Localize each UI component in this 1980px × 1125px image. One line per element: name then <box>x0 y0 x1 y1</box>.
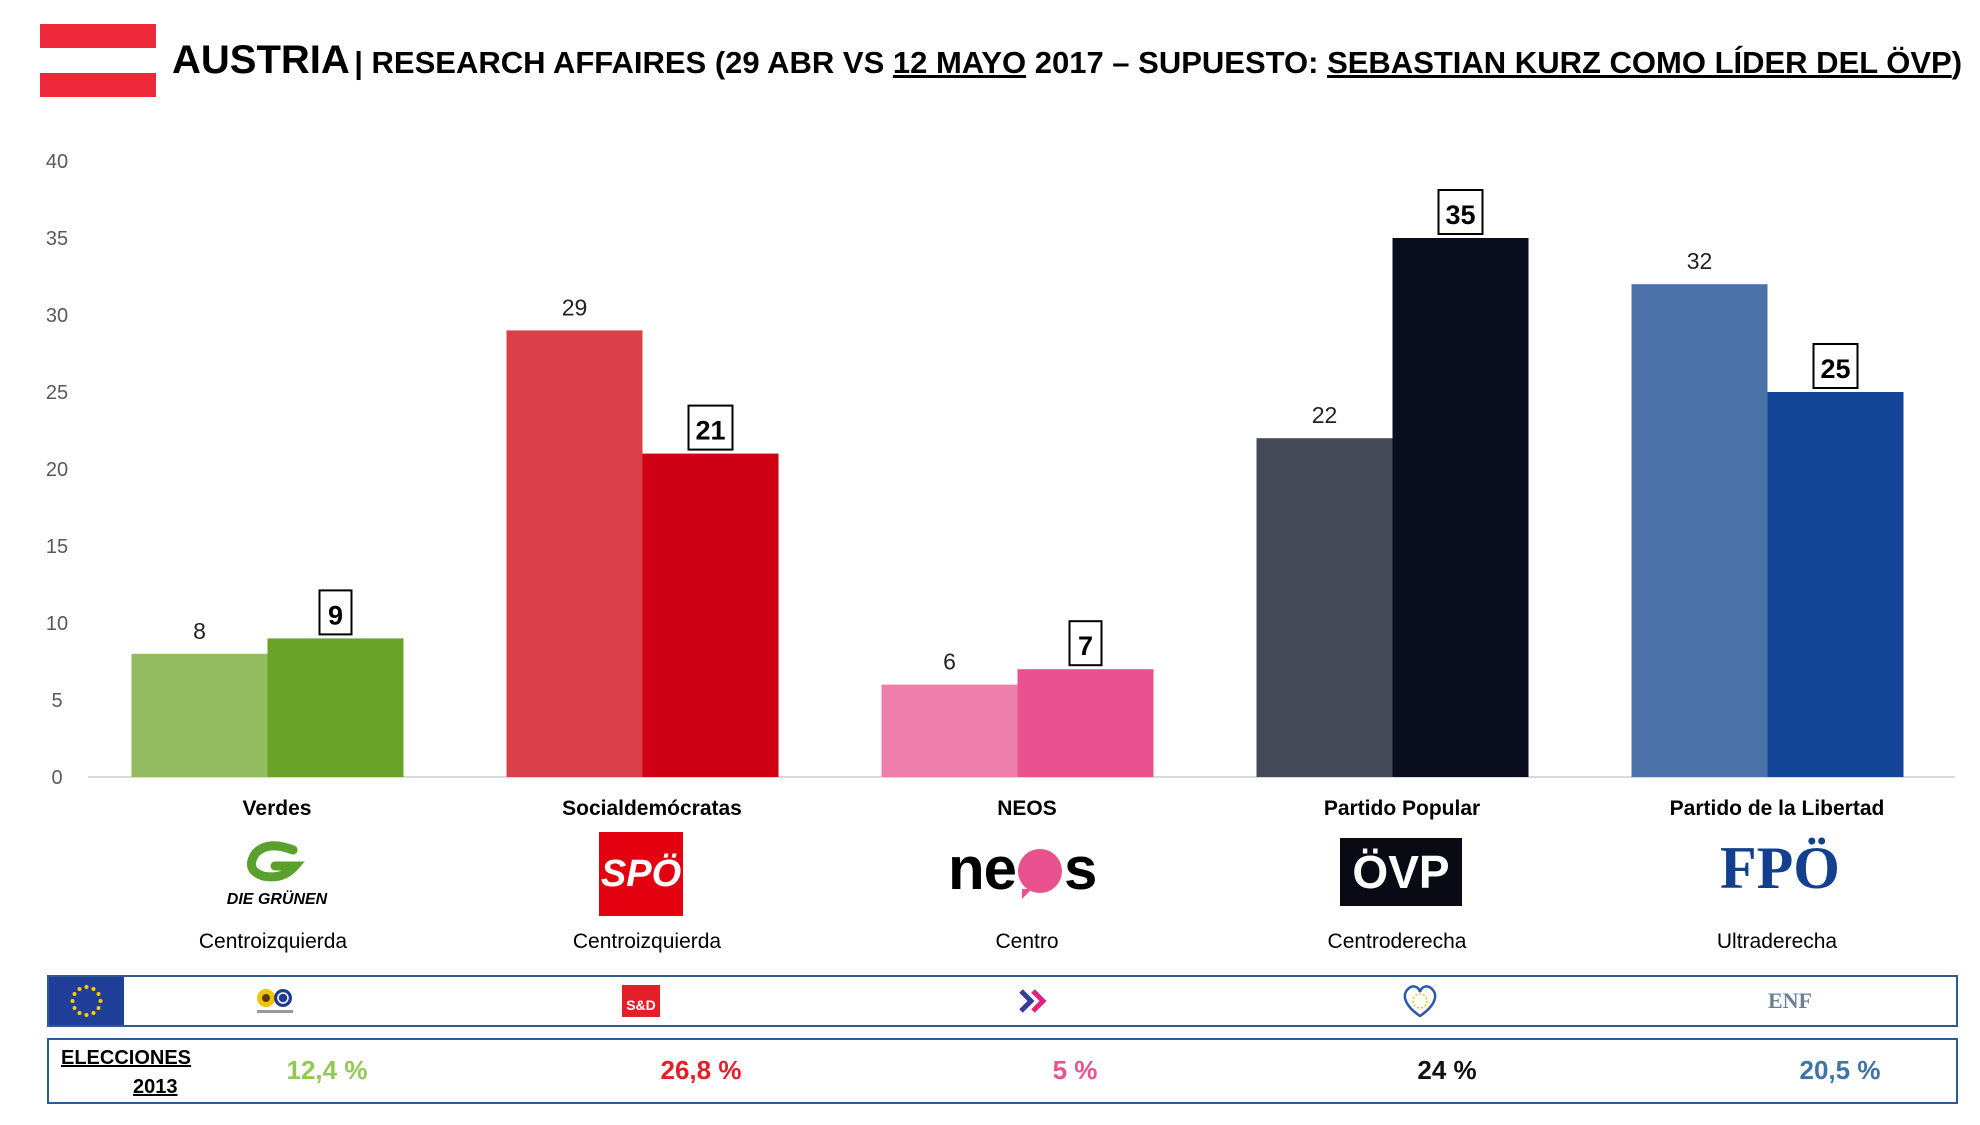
party-name-partido-popular: Partido Popular <box>1323 797 1481 820</box>
eu-flag-icon <box>49 977 124 1025</box>
bar <box>881 684 1018 777</box>
page-title: AUSTRIA | RESEARCH AFFAIRES (29 ABR VS 1… <box>172 38 1962 83</box>
result-2013-partido-popular: 24 % <box>1417 1055 1477 1085</box>
spoe-logo-text: SPÖ <box>600 852 682 895</box>
bar <box>1017 669 1154 777</box>
oevp-logo-text: ÖVP <box>1352 846 1450 898</box>
party-name-partido-libertad: Partido de la Libertad <box>1669 797 1885 820</box>
title-middle: 2017 – SUPUESTO: <box>1026 45 1328 80</box>
title-suffix: ) <box>1951 45 1963 80</box>
neos-logo: ne s <box>948 834 1128 902</box>
data-label: 22 <box>1312 402 1338 428</box>
bar <box>642 453 779 777</box>
neos-speech-bubble-icon <box>1018 849 1063 899</box>
neos-logo-text-b: s <box>1064 834 1098 902</box>
title-scenario: SEBASTIAN KURZ COMO LÍDER DEL ÖVP <box>1327 45 1952 80</box>
party-name-socialdemocratas: Socialdemócratas <box>562 797 742 820</box>
party-name-verdes: Verdes <box>242 797 312 820</box>
data-label-box <box>1812 343 1859 389</box>
result-2013-socialdemocratas: 26,8 % <box>660 1055 742 1085</box>
neos-logo-text-a: ne <box>948 834 1017 902</box>
elections-label: ELECCIONES 2013 <box>61 1044 191 1102</box>
bar <box>267 638 404 777</box>
eu-groups-row: S&D ENF <box>47 975 1958 1027</box>
data-label: 35 <box>1445 200 1475 230</box>
data-label-box <box>318 589 353 636</box>
data-label: 8 <box>193 618 206 644</box>
ideology-socialdemocratas: Centroizquierda <box>572 930 722 953</box>
y-tick-label: 35 <box>46 228 68 250</box>
result-2013-partido-libertad: 20,5 % <box>1799 1055 1881 1085</box>
result-2013-neos: 5 % <box>1052 1055 1098 1085</box>
data-label-box <box>1437 189 1484 235</box>
title-date: 12 MAYO <box>892 45 1027 80</box>
die-gruenen-logo: DIE GRÜNEN <box>197 838 357 908</box>
enf-text: ENF <box>1768 988 1812 1013</box>
y-tick-label: 30 <box>46 305 68 327</box>
y-tick-label: 15 <box>46 536 68 558</box>
title-country: AUSTRIA <box>172 38 350 82</box>
bar <box>506 330 643 777</box>
result-2013-verdes: 12,4 % <box>286 1055 368 1085</box>
spoe-logo: SPÖ <box>599 832 683 916</box>
ideology-partido-popular: Centroderecha <box>1327 930 1467 953</box>
fpoe-logo-text: FPÖ <box>1720 834 1840 901</box>
elections-2013-row: ELECCIONES 2013 12,4 % 26,8 % 5 % 24 % 2… <box>47 1038 1958 1104</box>
title-prefix: | RESEARCH AFFAIRES (29 ABR VS <box>354 45 893 80</box>
ideology-verdes: Centroizquierda <box>198 930 348 953</box>
elections-label-line2: 2013 <box>133 1076 178 1098</box>
s-and-d-icon: S&D <box>619 983 663 1019</box>
greens-efa-icon <box>245 983 305 1019</box>
data-label: 29 <box>562 294 588 320</box>
epp-icon <box>1395 983 1445 1019</box>
data-label-box <box>1068 620 1103 667</box>
party-name-neos: NEOS <box>997 797 1057 820</box>
die-gruenen-text: DIE GRÜNEN <box>226 891 328 908</box>
data-label-box <box>687 404 734 451</box>
die-gruenen-symbol-icon <box>246 841 305 882</box>
y-tick-label: 25 <box>46 382 68 404</box>
oevp-logo: ÖVP <box>1340 838 1462 906</box>
data-label: 9 <box>328 600 343 630</box>
data-label: 21 <box>695 416 725 446</box>
bar <box>1256 438 1393 777</box>
data-label: 7 <box>1078 631 1093 661</box>
data-label: 32 <box>1687 248 1713 274</box>
fpoe-logo: FPÖ <box>1700 834 1860 901</box>
alde-icon <box>1014 983 1058 1019</box>
austria-flag-icon <box>40 24 156 97</box>
bar <box>1392 238 1529 777</box>
y-tick-label: 20 <box>46 459 68 481</box>
bar <box>131 653 268 777</box>
ideology-neos: Centro <box>995 930 1059 953</box>
ideology-partido-libertad: Ultraderecha <box>1716 930 1838 953</box>
s-and-d-text: S&D <box>622 985 660 1017</box>
bar <box>1767 392 1904 777</box>
enf-icon: ENF <box>1750 983 1830 1019</box>
data-label: 6 <box>943 649 956 675</box>
y-tick-label: 0 <box>51 767 62 789</box>
elections-label-line1: ELECCIONES <box>61 1047 192 1069</box>
data-label: 25 <box>1820 354 1850 384</box>
bar-chart: 0 5 10 15 20 25 30 35 40 8 9 29 21 6 7 22 35 32 25 <box>46 151 1955 789</box>
y-tick-label: 40 <box>46 151 68 173</box>
bar <box>1631 284 1768 777</box>
y-tick-label: 5 <box>51 690 62 712</box>
y-tick-label: 10 <box>46 613 68 635</box>
